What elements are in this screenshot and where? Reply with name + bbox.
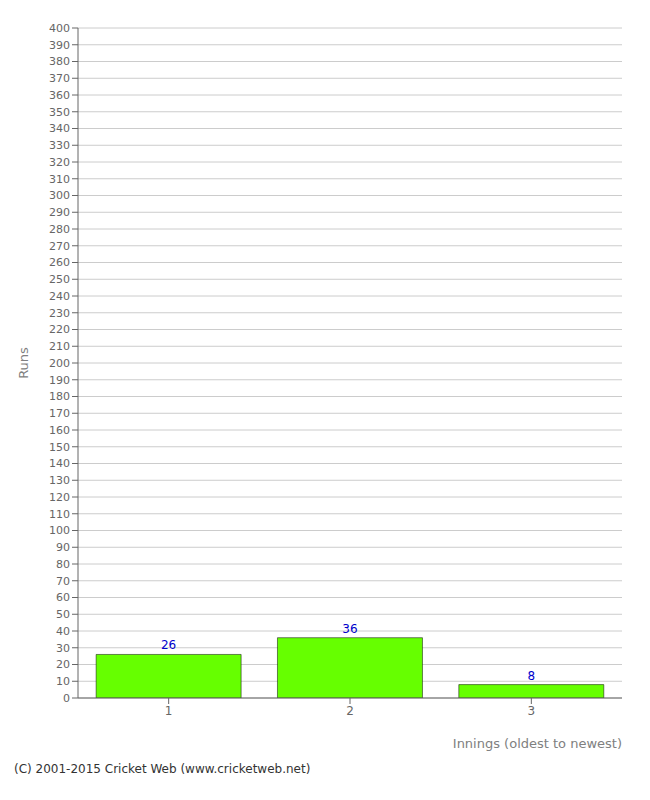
svg-text:36: 36 [342, 622, 357, 636]
svg-text:0: 0 [63, 692, 70, 705]
svg-text:150: 150 [49, 441, 70, 454]
svg-text:300: 300 [49, 189, 70, 202]
svg-text:260: 260 [49, 256, 70, 269]
svg-text:230: 230 [49, 307, 70, 320]
svg-text:220: 220 [49, 323, 70, 336]
svg-text:80: 80 [56, 558, 70, 571]
svg-text:130: 130 [49, 474, 70, 487]
svg-text:26: 26 [161, 638, 176, 652]
svg-text:180: 180 [49, 390, 70, 403]
svg-text:2: 2 [346, 704, 354, 718]
svg-text:380: 380 [49, 55, 70, 68]
svg-text:70: 70 [56, 575, 70, 588]
svg-text:8: 8 [527, 669, 535, 683]
svg-text:350: 350 [49, 106, 70, 119]
svg-text:Runs: Runs [16, 347, 31, 379]
svg-text:340: 340 [49, 122, 70, 135]
svg-text:400: 400 [49, 22, 70, 35]
svg-text:330: 330 [49, 139, 70, 152]
svg-text:50: 50 [56, 608, 70, 621]
svg-text:390: 390 [49, 39, 70, 52]
svg-text:Innings (oldest to newest): Innings (oldest to newest) [453, 736, 622, 751]
svg-text:250: 250 [49, 273, 70, 286]
svg-text:240: 240 [49, 290, 70, 303]
svg-text:120: 120 [49, 491, 70, 504]
svg-text:370: 370 [49, 72, 70, 85]
svg-text:210: 210 [49, 340, 70, 353]
svg-text:90: 90 [56, 541, 70, 554]
svg-text:140: 140 [49, 457, 70, 470]
svg-text:30: 30 [56, 642, 70, 655]
svg-text:60: 60 [56, 591, 70, 604]
svg-text:170: 170 [49, 407, 70, 420]
svg-text:270: 270 [49, 240, 70, 253]
svg-text:1: 1 [165, 704, 173, 718]
svg-text:160: 160 [49, 424, 70, 437]
svg-text:320: 320 [49, 156, 70, 169]
svg-text:3: 3 [528, 704, 536, 718]
svg-text:110: 110 [49, 508, 70, 521]
html-text:(C) 2001-2015 Cricket Web (www: (C) 2001-2015 Cricket Web (www.cricketwe… [14, 762, 311, 776]
svg-text:280: 280 [49, 223, 70, 236]
svg-text:10: 10 [56, 675, 70, 688]
svg-text:290: 290 [49, 206, 70, 219]
svg-text:360: 360 [49, 89, 70, 102]
svg-text:190: 190 [49, 374, 70, 387]
svg-text:310: 310 [49, 173, 70, 186]
svg-text:200: 200 [49, 357, 70, 370]
svg-text:100: 100 [49, 524, 70, 537]
svg-text:40: 40 [56, 625, 70, 638]
svg-text:20: 20 [56, 658, 70, 671]
